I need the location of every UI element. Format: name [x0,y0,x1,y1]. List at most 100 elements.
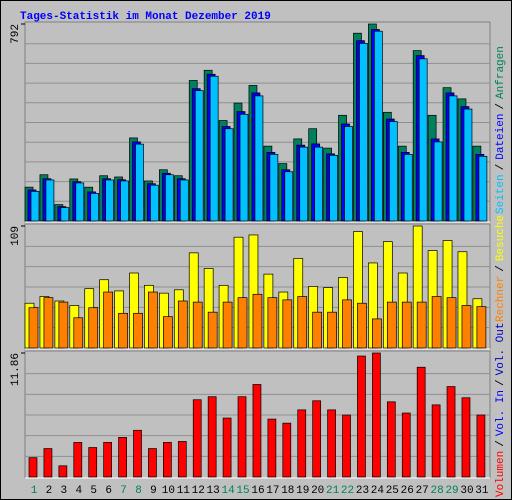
bar [284,171,294,222]
bar [163,316,173,349]
bar [299,146,309,222]
bar [476,306,487,349]
x-tick-label: 30 [460,485,473,497]
bar [58,301,69,349]
bar [329,154,338,222]
bar [386,301,397,349]
bar [357,355,366,478]
bar [75,182,85,222]
x-tick-label: 12 [192,485,205,497]
bar [105,179,115,222]
bar [237,297,248,349]
bar [28,457,38,478]
bar [418,58,428,222]
legend-separator: / [495,440,507,447]
bar [416,301,427,349]
legend-separator: / [495,103,507,110]
legend: Rechner / Besuche [495,215,507,322]
bar [165,174,174,222]
x-tick-label: 5 [90,485,97,497]
bar [327,409,336,478]
bar [43,297,54,349]
bar [282,299,293,349]
x-tick-label: 15 [236,485,249,497]
bar [372,318,382,349]
bar [88,447,98,478]
x-tick-label: 25 [386,485,399,497]
x-tick-label: 27 [416,485,429,497]
bar [60,207,70,222]
bar [148,291,158,349]
x-tick-label: 16 [251,485,264,497]
legend: Seiten / Dateien / Anfragen [495,46,507,214]
x-tick-label: 8 [135,485,142,497]
x-tick-label: 23 [356,485,369,497]
bar [342,299,352,349]
bar [222,417,232,478]
bar [254,95,264,222]
bar [150,184,159,222]
chart-title: Tages-Statistik im Monat Dezember 2019 [20,11,271,23]
x-tick-label: 2 [46,485,53,497]
x-tick-label: 4 [75,485,82,497]
legend: Volumen / Vol. In / Vol. Out [495,323,507,497]
bar [403,153,413,222]
bar [448,95,458,222]
bar [237,396,247,478]
bar [148,448,157,478]
x-tick-label: 3 [61,485,68,497]
bar [120,180,129,222]
bar [282,422,292,478]
legend-separator: / [495,379,507,386]
x-tick-label: 18 [281,485,294,497]
bar [401,301,412,349]
bar [433,141,443,222]
bar [344,126,353,222]
y-tick-label: 109 [10,226,22,246]
bar [103,442,113,478]
x-tick-label: 11 [177,485,191,497]
legend-separator: / [495,265,507,272]
bar [386,401,396,478]
bar [252,293,263,349]
x-tick-label: 22 [341,485,354,497]
bar [192,301,203,349]
bar [73,442,83,478]
bar [314,146,324,222]
bar [103,291,114,349]
bar [388,121,398,222]
bar [90,193,100,222]
bar [357,302,367,349]
bar [267,418,277,478]
bar [30,191,40,222]
bar [416,366,426,478]
bar [207,396,217,478]
bar [372,352,381,478]
bar [446,297,457,349]
x-tick-label: 14 [221,485,235,497]
bar [401,412,411,478]
bar [45,179,55,222]
bar [431,296,442,349]
x-tick-label: 21 [326,485,340,497]
x-tick-label: 28 [431,485,444,497]
bar [461,305,472,349]
bar [43,448,53,478]
bar [73,317,84,349]
bar [476,414,486,478]
bar [88,307,99,349]
bar [478,155,488,222]
y-tick-label: 11.86 [10,353,22,386]
legend-separator: / [495,164,507,171]
bar [359,43,368,222]
bar [209,75,219,222]
bar [461,397,471,478]
legend-entry: Besuche [495,215,507,261]
bar [374,30,383,222]
bar [163,442,172,478]
legend-entry: Anfragen [495,46,507,99]
bar [133,312,143,349]
bar [58,465,68,478]
bar [463,108,473,222]
